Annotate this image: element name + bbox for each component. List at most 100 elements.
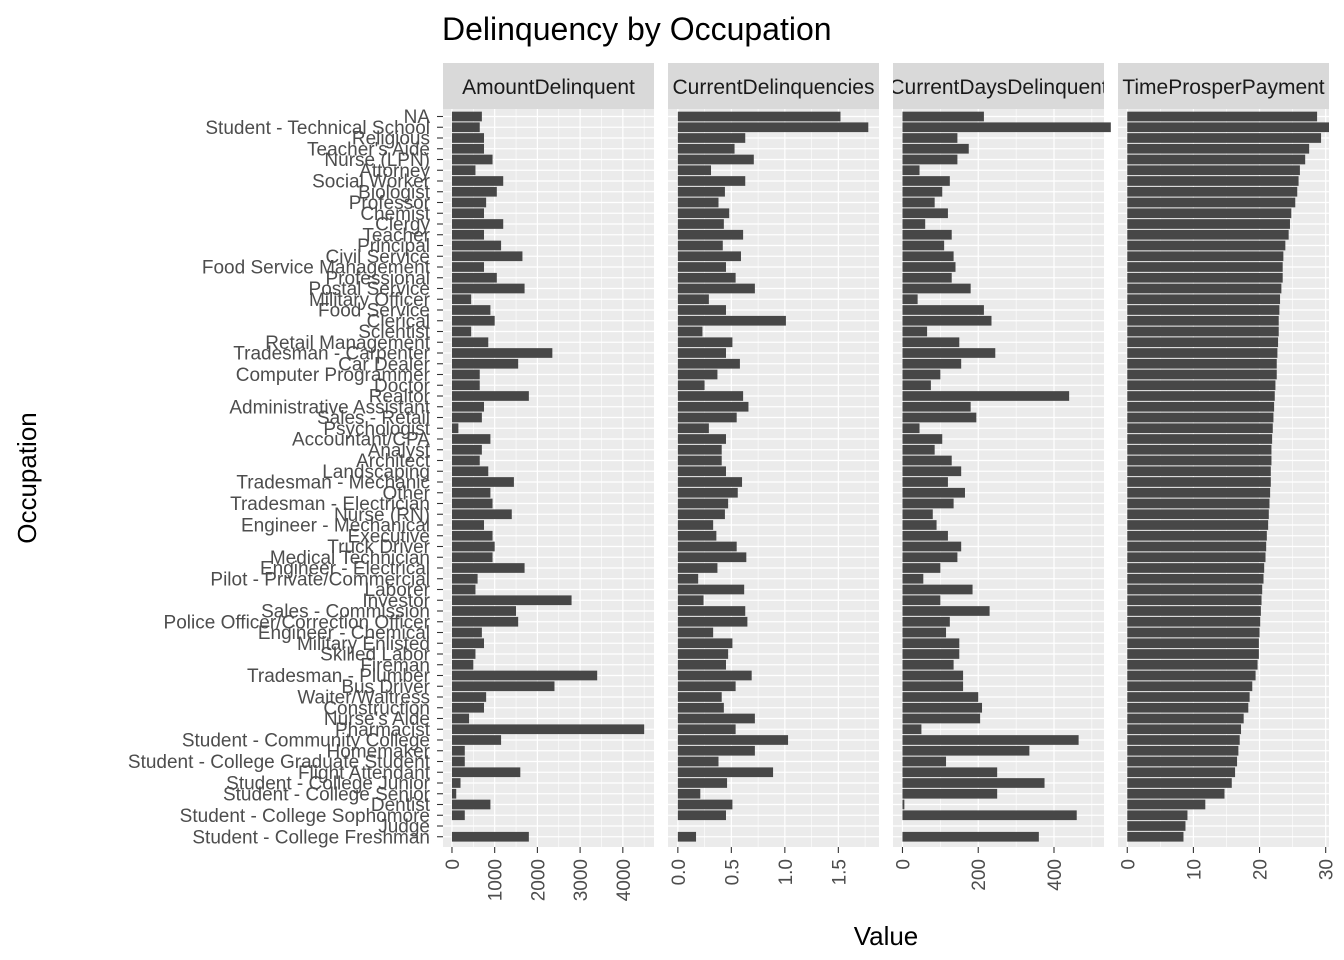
bar <box>902 262 956 272</box>
bar <box>677 498 729 509</box>
bar <box>1127 154 1306 165</box>
category-label: Retail Management <box>265 333 430 354</box>
bar <box>451 778 461 788</box>
bar <box>677 412 737 423</box>
bar <box>1127 767 1236 778</box>
bar <box>902 326 928 337</box>
category-label: Student - College Freshman <box>192 827 430 848</box>
bar <box>902 520 937 530</box>
bar <box>902 412 977 423</box>
bar <box>1127 745 1239 756</box>
bar <box>451 616 519 627</box>
category-label: Analyst <box>368 440 431 461</box>
bar <box>1127 573 1264 584</box>
bar <box>1127 176 1299 186</box>
bar <box>902 745 1030 756</box>
category-label: Teacher <box>362 225 430 246</box>
bar <box>451 434 491 444</box>
category-label: Nurse (RN) <box>334 505 430 526</box>
bar <box>1127 229 1289 240</box>
bar <box>902 487 965 498</box>
bar <box>677 348 726 358</box>
category-label: Clergy <box>375 215 430 236</box>
category-label: Landscaping <box>322 462 430 483</box>
strip-label: AmountDelinquent <box>462 76 635 99</box>
bar <box>902 466 962 477</box>
category-label: Waiter/Waitress <box>297 688 430 709</box>
bar <box>677 294 709 305</box>
bar <box>1127 509 1269 520</box>
bar <box>1127 434 1273 444</box>
category-label: Principal <box>357 236 430 257</box>
bar <box>902 176 950 186</box>
category-label: Tradesman - Carpenter <box>233 344 430 365</box>
facet-panel: CurrentDelinquencies 0.0 0.5 1.0 1.5 <box>668 63 879 885</box>
bar <box>902 692 979 702</box>
bar <box>451 229 485 240</box>
category-label: Laborer <box>365 580 431 601</box>
bar <box>451 530 493 541</box>
category-label: Car Dealer <box>338 354 431 375</box>
category-label: Computer Programmer <box>236 365 431 386</box>
bar <box>902 219 926 229</box>
bar <box>902 229 952 240</box>
bar <box>677 745 755 756</box>
bar <box>451 520 485 530</box>
bar <box>902 380 931 391</box>
bar <box>902 315 992 326</box>
category-label: Pilot - Private/Commercial <box>210 569 430 590</box>
bar <box>677 638 733 649</box>
bar <box>677 165 712 176</box>
bar <box>451 724 645 735</box>
bar <box>902 724 922 735</box>
bar <box>902 272 952 283</box>
bar <box>1127 584 1263 595</box>
category-label: Nurse (LPN) <box>324 150 430 171</box>
bar <box>677 509 725 520</box>
bar <box>451 412 482 423</box>
category-label: Flight Attendant <box>298 763 431 784</box>
bar <box>677 627 714 638</box>
bar <box>902 778 1045 788</box>
bar <box>902 659 954 670</box>
bar <box>1127 143 1310 154</box>
bar <box>451 713 470 724</box>
category-label: Pharmacist <box>335 720 431 741</box>
category-label: Realtor <box>369 387 431 408</box>
bar <box>451 509 512 520</box>
bar <box>677 369 718 380</box>
bar <box>451 380 480 391</box>
bar <box>677 197 719 208</box>
bar <box>902 165 920 176</box>
bar <box>1127 466 1271 477</box>
bar <box>902 133 958 143</box>
bar <box>1127 670 1256 681</box>
bar <box>677 133 746 143</box>
bar <box>902 735 1079 745</box>
bar <box>677 541 737 552</box>
bar <box>1127 262 1283 272</box>
bar <box>677 520 714 530</box>
bar <box>902 756 947 767</box>
bar <box>902 283 971 294</box>
bar <box>451 649 476 659</box>
bar <box>902 606 990 616</box>
strip-background <box>1118 63 1329 109</box>
category-label: Engineer - Electrical <box>260 559 430 580</box>
bar <box>451 262 485 272</box>
bar <box>1127 380 1276 391</box>
bar <box>451 208 485 219</box>
bar <box>451 251 523 262</box>
category-label: Doctor <box>374 376 431 397</box>
bar <box>1127 240 1286 251</box>
bar <box>902 305 984 315</box>
bar <box>902 584 973 595</box>
bar <box>451 498 493 509</box>
bar <box>677 219 724 229</box>
x-tick-label: 1.5 <box>829 859 850 885</box>
bar <box>902 208 948 219</box>
category-label: Chemist <box>360 204 430 225</box>
x-tick-label: 2000 <box>528 859 549 901</box>
bar <box>1127 348 1278 358</box>
